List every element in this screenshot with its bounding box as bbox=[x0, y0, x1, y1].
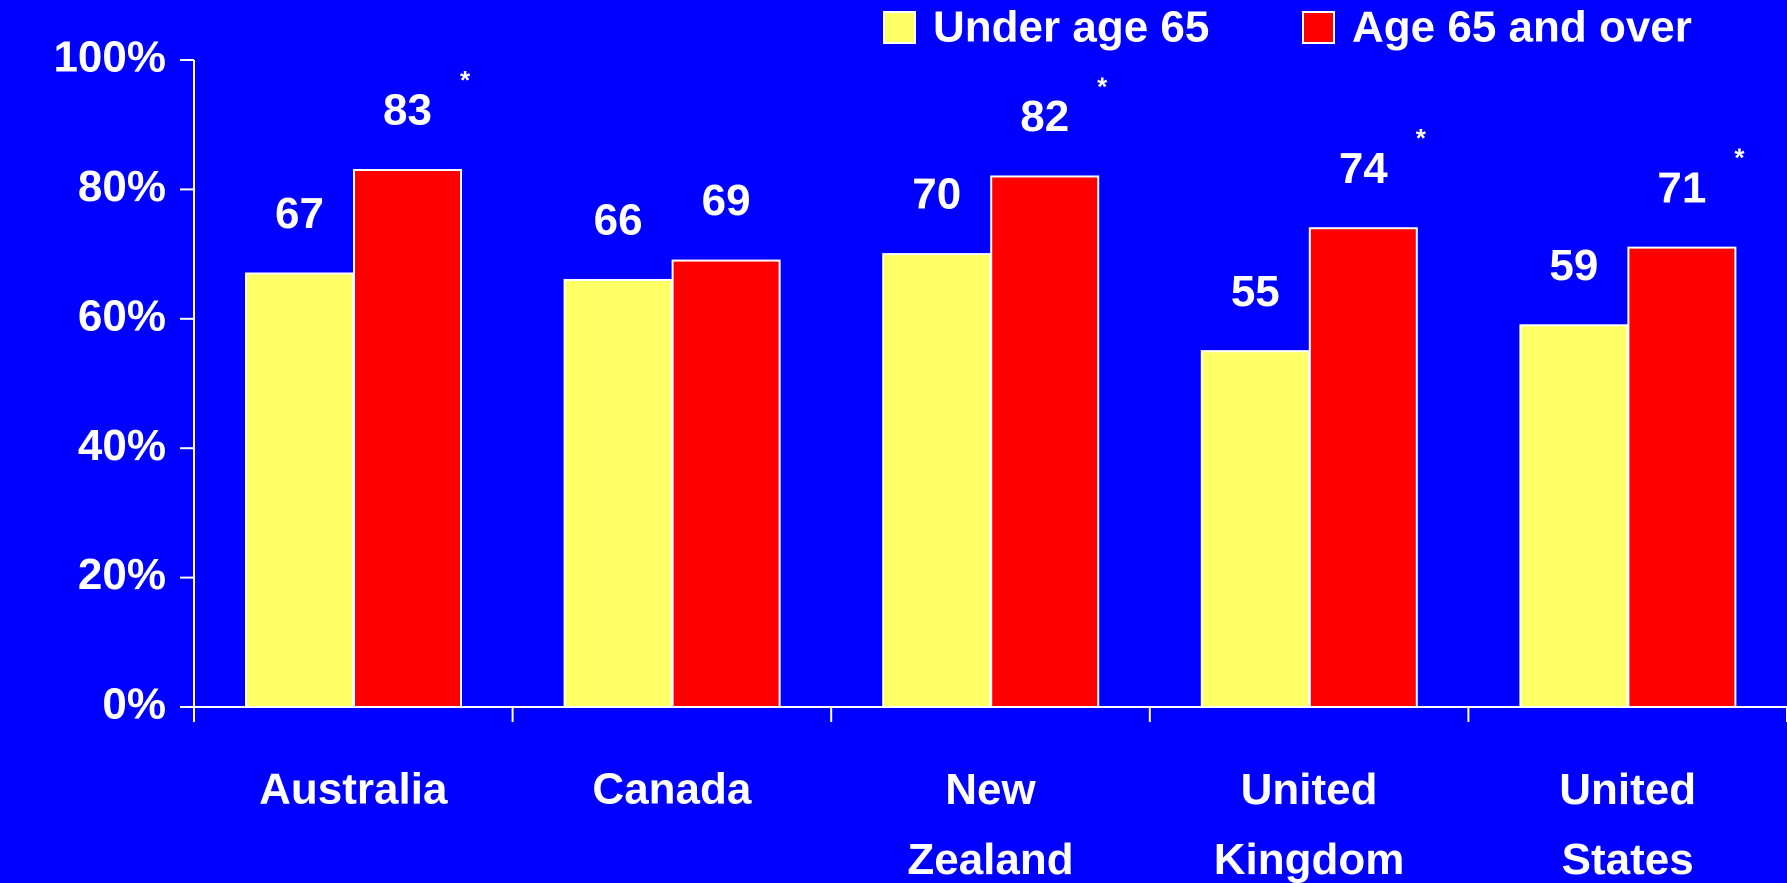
y-tick-label: 20% bbox=[78, 550, 166, 599]
annotation-marker: * bbox=[460, 65, 471, 95]
bar bbox=[563, 278, 673, 708]
bar bbox=[882, 253, 992, 708]
bar bbox=[671, 259, 781, 708]
bar bbox=[1519, 324, 1629, 708]
value-label: 67 bbox=[275, 189, 324, 238]
annotation-marker: * bbox=[1416, 123, 1427, 153]
x-tick-label: United States bbox=[1559, 765, 1696, 883]
value-label: 59 bbox=[1549, 241, 1598, 290]
x-tick-label: New Zealand bbox=[907, 765, 1073, 883]
value-label: 74 bbox=[1339, 144, 1388, 193]
value-label: 69 bbox=[702, 176, 751, 225]
bar bbox=[1200, 350, 1310, 708]
value-label: 70 bbox=[912, 170, 961, 219]
bar bbox=[990, 175, 1100, 708]
value-label: 83 bbox=[383, 86, 432, 135]
x-tick-label: Australia bbox=[259, 765, 448, 814]
annotation-marker: * bbox=[1097, 71, 1108, 101]
legend-label: Under age 65 bbox=[933, 3, 1209, 52]
bar bbox=[353, 168, 462, 709]
value-label: 66 bbox=[594, 196, 643, 245]
y-tick-label: 100% bbox=[53, 33, 166, 82]
annotation-marker: * bbox=[1734, 143, 1745, 173]
y-tick-label: 80% bbox=[78, 162, 166, 211]
y-tick-label: 0% bbox=[102, 680, 166, 729]
x-tick-label: United Kingdom bbox=[1214, 765, 1405, 883]
x-tick-label: Canada bbox=[592, 765, 751, 814]
bar bbox=[245, 272, 354, 708]
bar bbox=[1627, 246, 1737, 708]
value-label: 82 bbox=[1020, 92, 1069, 141]
y-tick-label: 60% bbox=[78, 291, 166, 340]
legend-swatch bbox=[883, 11, 916, 44]
legend-swatch bbox=[1302, 11, 1335, 44]
y-tick-label: 40% bbox=[78, 421, 166, 470]
value-label: 71 bbox=[1657, 163, 1706, 212]
value-label: 55 bbox=[1231, 267, 1280, 316]
bar bbox=[1308, 227, 1418, 708]
legend-label: Age 65 and over bbox=[1352, 3, 1692, 52]
